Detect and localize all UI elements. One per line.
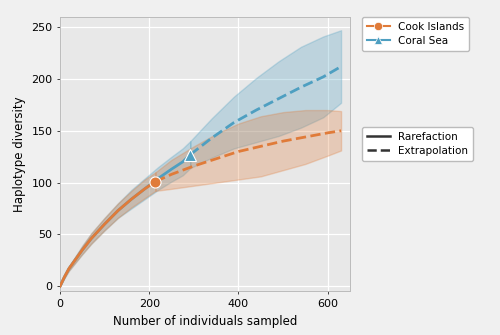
Y-axis label: Haplotype diversity: Haplotype diversity [12,96,26,212]
Legend: Rarefaction, Extrapolation: Rarefaction, Extrapolation [362,127,474,161]
X-axis label: Number of individuals sampled: Number of individuals sampled [113,315,297,328]
